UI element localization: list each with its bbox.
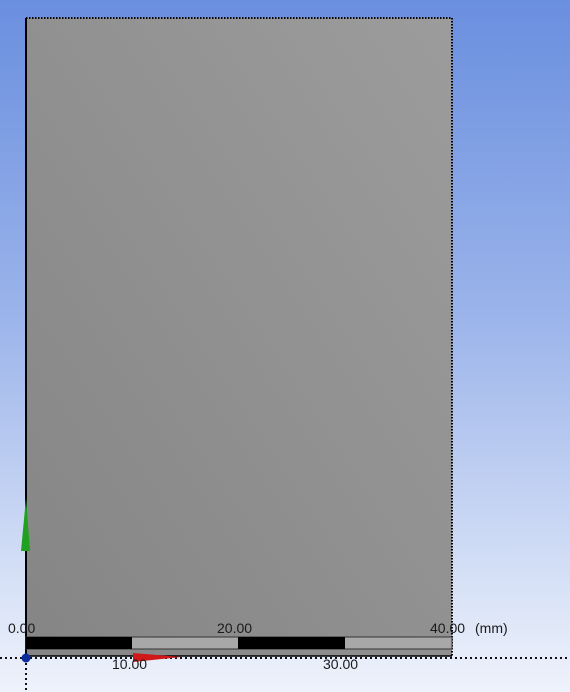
y-axis-arrow-icon xyxy=(21,498,30,551)
origin-point-icon[interactable] xyxy=(21,653,31,663)
ruler-tick-0: 0.00 xyxy=(8,620,36,636)
ruler-tick-30: 30.00 xyxy=(323,656,359,672)
ruler-tick-40: 40.00 xyxy=(430,620,466,636)
ruler-tick-20: 20.00 xyxy=(217,620,253,636)
x-axis-arrow-icon xyxy=(133,653,181,662)
ruler-unit-label: (mm) xyxy=(475,620,508,636)
ruler-tick-10: 10.00 xyxy=(112,656,148,672)
scale-bar xyxy=(25,636,453,650)
part-body[interactable] xyxy=(26,18,452,656)
